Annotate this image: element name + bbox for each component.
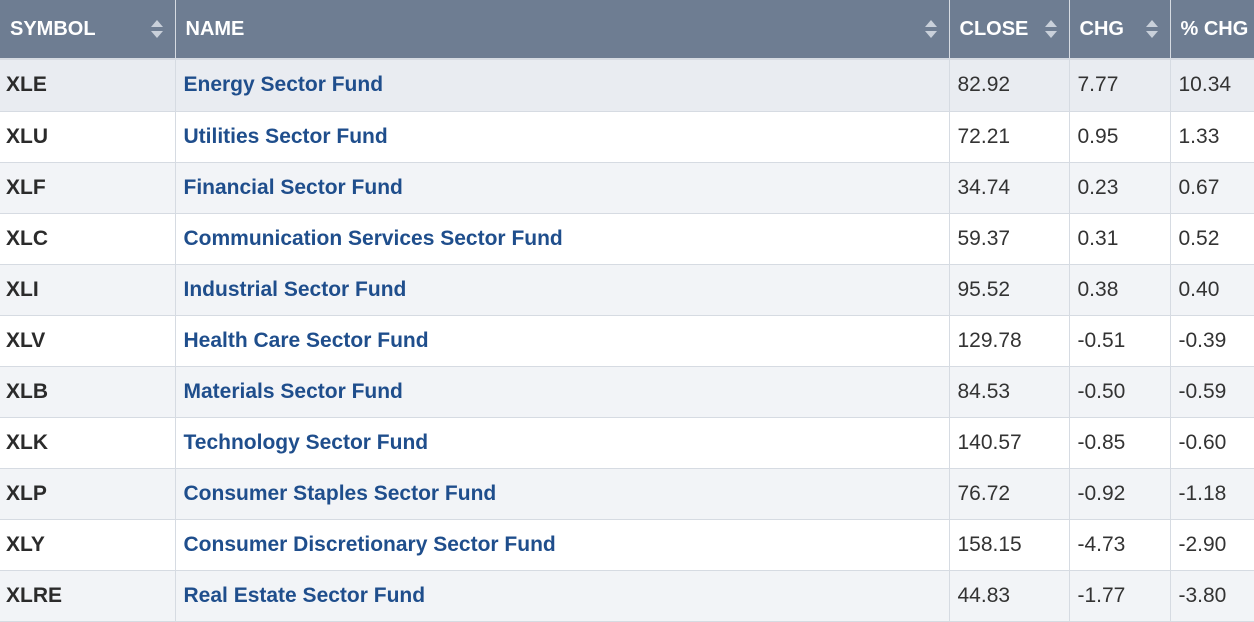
symbol-cell: XLE xyxy=(0,58,176,112)
symbol-cell: XLI xyxy=(0,264,176,316)
fund-name-text[interactable]: Energy Sector Fund xyxy=(183,73,384,97)
fund-name-link[interactable]: Utilities Sector Fund xyxy=(175,111,950,163)
change-cell: -0.51 xyxy=(1069,315,1171,367)
column-header-label: SYMBOL xyxy=(10,17,96,40)
percent-change-cell: 0.40 xyxy=(1170,264,1254,316)
percent-change-cell: -0.60 xyxy=(1170,417,1254,469)
column-header-symbol[interactable]: SYMBOL xyxy=(0,0,176,59)
symbol-cell: XLP xyxy=(0,468,176,520)
change-cell: -1.77 xyxy=(1069,570,1171,622)
percent-change-cell: -3.80 xyxy=(1170,570,1254,622)
close-cell: 82.92 xyxy=(949,58,1070,112)
symbol-cell: XLK xyxy=(0,417,176,469)
symbol-cell: XLC xyxy=(0,213,176,265)
sort-arrows-icon[interactable] xyxy=(1145,20,1158,38)
close-cell: 158.15 xyxy=(949,519,1070,571)
fund-name-text[interactable]: Financial Sector Fund xyxy=(183,175,403,199)
fund-name-link[interactable]: Health Care Sector Fund xyxy=(175,315,950,367)
symbol-cell: XLV xyxy=(0,315,176,367)
fund-name-link[interactable]: Industrial Sector Fund xyxy=(175,264,950,316)
change-cell: -0.50 xyxy=(1069,366,1171,418)
close-cell: 76.72 xyxy=(949,468,1070,520)
table-row: XLE Energy Sector Fund 82.92 7.77 10.34 xyxy=(0,58,1254,112)
symbol-cell: XLU xyxy=(0,111,176,163)
column-header-pct-chg[interactable]: % CHG xyxy=(1170,0,1254,59)
close-cell: 84.53 xyxy=(949,366,1070,418)
change-cell: -0.85 xyxy=(1069,417,1171,469)
column-header-label: CHG xyxy=(1079,17,1124,40)
column-header-label: NAME xyxy=(185,17,245,40)
fund-name-link[interactable]: Consumer Staples Sector Fund xyxy=(175,468,950,520)
table-row: XLU Utilities Sector Fund 72.21 0.95 1.33 xyxy=(0,111,1254,163)
sort-arrows-icon[interactable] xyxy=(1044,20,1057,38)
fund-name-text[interactable]: Communication Services Sector Fund xyxy=(183,226,563,250)
change-cell: 0.95 xyxy=(1069,111,1171,163)
fund-name-link[interactable]: Technology Sector Fund xyxy=(175,417,950,469)
table-body: XLE Energy Sector Fund 82.92 7.77 10.34 XLU Ut… xyxy=(0,58,1254,622)
fund-name-link[interactable]: Energy Sector Fund xyxy=(175,58,950,112)
fund-name-text[interactable]: Consumer Discretionary Sector Fund xyxy=(183,532,556,556)
column-header-close[interactable]: CLOSE xyxy=(949,0,1070,59)
change-cell: 0.23 xyxy=(1069,162,1171,214)
percent-change-cell: -1.18 xyxy=(1170,468,1254,520)
table-row: XLY Consumer Discretionary Sector Fund 158… xyxy=(0,519,1254,571)
table-row: XLP Consumer Staples Sector Fund 76.72 -0.9… xyxy=(0,468,1254,520)
fund-name-link[interactable]: Financial Sector Fund xyxy=(175,162,950,214)
fund-name-text[interactable]: Real Estate Sector Fund xyxy=(183,583,426,607)
table-row: XLRE Real Estate Sector Fund 44.83 -1.77 -3.… xyxy=(0,570,1254,622)
change-cell: 0.38 xyxy=(1069,264,1171,316)
percent-change-cell: -0.59 xyxy=(1170,366,1254,418)
table-row: XLC Communication Services Sector Fund 59.… xyxy=(0,213,1254,265)
column-header-name[interactable]: NAME xyxy=(175,0,950,59)
fund-name-link[interactable]: Materials Sector Fund xyxy=(175,366,950,418)
sort-arrows-icon[interactable] xyxy=(924,20,937,38)
column-header-label: CLOSE xyxy=(959,17,1029,40)
fund-name-text[interactable]: Materials Sector Fund xyxy=(183,379,403,403)
close-cell: 34.74 xyxy=(949,162,1070,214)
table-header: SYMBOL NAME CLOSE CHG % CHG xyxy=(0,0,1254,59)
fund-name-text[interactable]: Consumer Staples Sector Fund xyxy=(183,481,497,505)
table-row: XLI Industrial Sector Fund 95.52 0.38 0.40 xyxy=(0,264,1254,316)
close-cell: 59.37 xyxy=(949,213,1070,265)
symbol-cell: XLB xyxy=(0,366,176,418)
percent-change-cell: 10.34 xyxy=(1170,58,1254,112)
fund-name-link[interactable]: Real Estate Sector Fund xyxy=(175,570,950,622)
table-row: XLK Technology Sector Fund 140.57 -0.85 -0.6… xyxy=(0,417,1254,469)
column-header-label: % CHG xyxy=(1180,17,1249,40)
percent-change-cell: 1.33 xyxy=(1170,111,1254,163)
change-cell: 7.77 xyxy=(1069,58,1171,112)
change-cell: -0.92 xyxy=(1069,468,1171,520)
fund-name-text[interactable]: Technology Sector Fund xyxy=(183,430,429,454)
symbol-cell: XLRE xyxy=(0,570,176,622)
close-cell: 95.52 xyxy=(949,264,1070,316)
percent-change-cell: -2.90 xyxy=(1170,519,1254,571)
symbol-cell: XLF xyxy=(0,162,176,214)
percent-change-cell: 0.52 xyxy=(1170,213,1254,265)
change-cell: -4.73 xyxy=(1069,519,1171,571)
column-header-chg[interactable]: CHG xyxy=(1069,0,1171,59)
symbol-cell: XLY xyxy=(0,519,176,571)
sort-arrows-icon[interactable] xyxy=(150,20,163,38)
fund-name-link[interactable]: Consumer Discretionary Sector Fund xyxy=(175,519,950,571)
close-cell: 44.83 xyxy=(949,570,1070,622)
table-row: XLB Materials Sector Fund 84.53 -0.50 -0.59 xyxy=(0,366,1254,418)
percent-change-cell: -0.39 xyxy=(1170,315,1254,367)
close-cell: 72.21 xyxy=(949,111,1070,163)
fund-name-link[interactable]: Communication Services Sector Fund xyxy=(175,213,950,265)
close-cell: 129.78 xyxy=(949,315,1070,367)
fund-name-text[interactable]: Industrial Sector Fund xyxy=(183,277,407,301)
table-row: XLV Health Care Sector Fund 129.78 -0.51 -0.… xyxy=(0,315,1254,367)
close-cell: 140.57 xyxy=(949,417,1070,469)
percent-change-cell: 0.67 xyxy=(1170,162,1254,214)
change-cell: 0.31 xyxy=(1069,213,1171,265)
table-row: XLF Financial Sector Fund 34.74 0.23 0.67 xyxy=(0,162,1254,214)
fund-name-text[interactable]: Health Care Sector Fund xyxy=(183,328,429,352)
fund-name-text[interactable]: Utilities Sector Fund xyxy=(183,124,388,148)
